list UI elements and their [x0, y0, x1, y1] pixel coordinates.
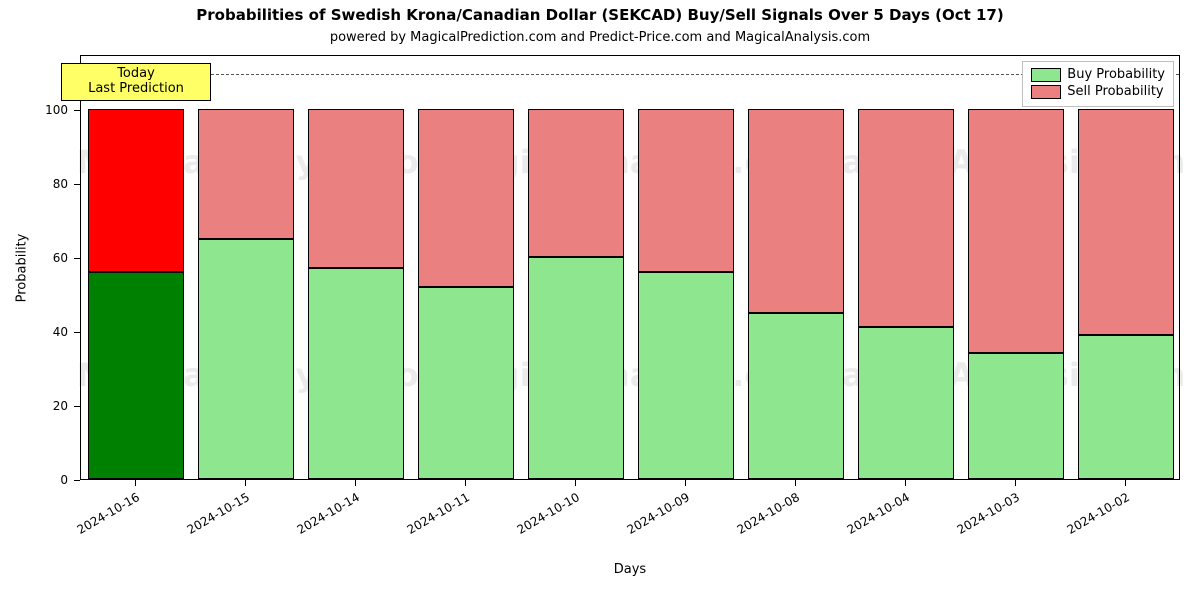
bar-group [198, 109, 295, 479]
x-tick-label: 2024-10-04 [845, 490, 912, 537]
legend-swatch-buy [1031, 68, 1061, 82]
y-tick-label: 80 [0, 177, 68, 191]
legend-item-buy: Buy Probability [1031, 67, 1165, 84]
annotation-line: Last Prediction [68, 82, 204, 97]
bar-segment-sell [968, 109, 1065, 353]
x-axis-label: Days [80, 562, 1180, 577]
y-tick-mark [74, 258, 80, 259]
bar-segment-sell [418, 109, 515, 286]
annotation-line: Today [68, 67, 204, 82]
y-tick-mark [74, 406, 80, 407]
y-axis-label: Probability [15, 233, 30, 302]
bar-group [1078, 109, 1175, 479]
bar-segment-buy [528, 257, 625, 479]
y-tick-label: 0 [0, 473, 68, 487]
bar-group [638, 109, 735, 479]
legend-label-sell: Sell Probability [1067, 84, 1163, 101]
x-tick-mark [795, 480, 796, 486]
x-tick-mark [575, 480, 576, 486]
bar-segment-sell [858, 109, 955, 327]
bar-segment-sell [528, 109, 625, 257]
y-tick-label: 100 [0, 103, 68, 117]
bar-segment-sell [88, 109, 185, 272]
bars-layer [81, 56, 1179, 479]
x-tick-mark [245, 480, 246, 486]
y-tick-mark [74, 332, 80, 333]
bar-segment-sell [198, 109, 295, 238]
bar-segment-buy [1078, 335, 1175, 479]
bar-segment-buy [638, 272, 735, 479]
x-tick-label: 2024-10-11 [405, 490, 472, 537]
bar-segment-sell [748, 109, 845, 312]
bar-segment-buy [748, 313, 845, 479]
x-tick-label: 2024-10-08 [735, 490, 802, 537]
y-tick-mark [74, 480, 80, 481]
y-tick-label: 20 [0, 399, 68, 413]
bar-group [968, 109, 1065, 479]
today-annotation: TodayLast Prediction [61, 63, 211, 101]
x-tick-label: 2024-10-14 [295, 490, 362, 537]
chart-subtitle: powered by MagicalPrediction.com and Pre… [0, 30, 1200, 45]
x-tick-mark [1125, 480, 1126, 486]
x-tick-mark [905, 480, 906, 486]
bar-group [528, 109, 625, 479]
chart-title: Probabilities of Swedish Krona/Canadian … [0, 6, 1200, 24]
bar-segment-sell [1078, 109, 1175, 334]
bar-group [308, 109, 405, 479]
x-tick-label: 2024-10-10 [515, 490, 582, 537]
x-tick-mark [685, 480, 686, 486]
y-tick-label: 60 [0, 251, 68, 265]
bar-segment-buy [418, 287, 515, 479]
bar-segment-sell [308, 109, 405, 268]
bar-segment-buy [308, 268, 405, 479]
bar-group [748, 109, 845, 479]
bar-segment-buy [198, 239, 295, 479]
plot-area: MagicalAnalysis.comMagicalAnalysis.comMa… [80, 55, 1180, 480]
x-tick-mark [465, 480, 466, 486]
legend-label-buy: Buy Probability [1067, 67, 1165, 84]
bar-group [88, 109, 185, 479]
legend-swatch-sell [1031, 85, 1061, 99]
y-tick-mark [74, 184, 80, 185]
figure: Probabilities of Swedish Krona/Canadian … [0, 0, 1200, 600]
x-tick-label: 2024-10-03 [955, 490, 1022, 537]
x-tick-label: 2024-10-02 [1065, 490, 1132, 537]
bar-group [418, 109, 515, 479]
x-tick-mark [135, 480, 136, 486]
bar-segment-buy [88, 272, 185, 479]
x-tick-label: 2024-10-16 [75, 490, 142, 537]
bar-group [858, 109, 955, 479]
bar-segment-sell [638, 109, 735, 272]
y-tick-mark [74, 110, 80, 111]
x-tick-label: 2024-10-09 [625, 490, 692, 537]
x-tick-label: 2024-10-15 [185, 490, 252, 537]
y-tick-label: 40 [0, 325, 68, 339]
x-tick-mark [355, 480, 356, 486]
x-tick-mark [1015, 480, 1016, 486]
bar-segment-buy [968, 353, 1065, 479]
legend: Buy Probability Sell Probability [1022, 61, 1174, 107]
legend-item-sell: Sell Probability [1031, 84, 1165, 101]
bar-segment-buy [858, 327, 955, 479]
